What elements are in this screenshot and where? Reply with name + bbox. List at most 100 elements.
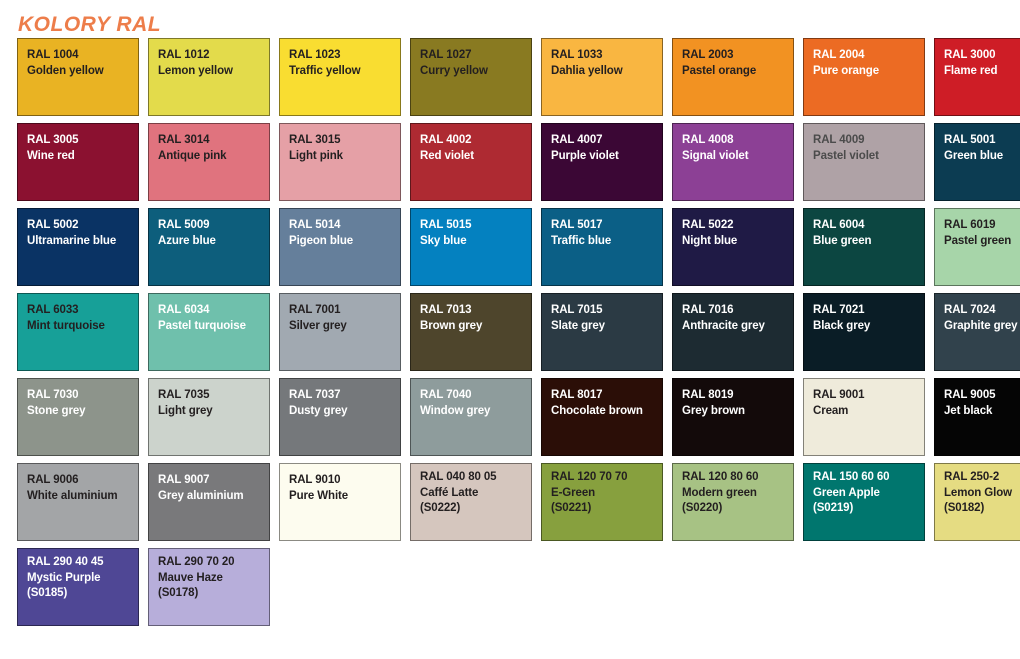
swatch-code: RAL 1012	[158, 49, 210, 61]
color-swatch[interactable]: RAL 6004 Blue green	[803, 208, 925, 286]
swatch-name: Blue green	[813, 234, 872, 247]
swatch-code: RAL 1033	[551, 49, 603, 61]
color-swatch[interactable]: RAL 7024 Graphite grey	[934, 293, 1020, 371]
color-swatch[interactable]: RAL 9006 White aluminium	[17, 463, 139, 541]
swatch-code: RAL 150 60 60	[813, 471, 890, 483]
color-swatch[interactable]: RAL 290 40 45 Mystic Purple (S0185)	[17, 548, 139, 626]
swatch-name: White aluminium	[27, 489, 118, 502]
color-swatch[interactable]: RAL 7040 Window grey	[410, 378, 532, 456]
swatch-name: Pure White	[289, 489, 349, 502]
color-swatch[interactable]: RAL 5015 Sky blue	[410, 208, 532, 286]
color-swatch[interactable]: RAL 290 70 20 Mauve Haze (S0178)	[148, 548, 270, 626]
swatch-code: RAL 4009	[813, 134, 865, 146]
swatch-code: RAL 9010	[289, 474, 341, 486]
color-swatch[interactable]: RAL 1033 Dahlia yellow	[541, 38, 663, 116]
color-swatch[interactable]: RAL 7037 Dusty grey	[279, 378, 401, 456]
swatch-code: RAL 290 70 20	[158, 556, 235, 568]
color-swatch[interactable]: RAL 2004 Pure orange	[803, 38, 925, 116]
color-swatch[interactable]: RAL 5001 Green blue	[934, 123, 1020, 201]
swatch-name: Ultramarine blue	[27, 234, 117, 247]
swatch-name: Flame red	[944, 64, 998, 77]
swatch-code: RAL 7021	[813, 304, 865, 316]
color-swatch[interactable]: RAL 7021 Black grey	[803, 293, 925, 371]
swatch-code: RAL 1027	[420, 49, 472, 61]
swatch-code: RAL 7013	[420, 304, 472, 316]
color-swatch[interactable]: RAL 4002 Red violet	[410, 123, 532, 201]
swatch-code: RAL 7037	[289, 389, 341, 401]
color-swatch[interactable]: RAL 3000 Flame red	[934, 38, 1020, 116]
swatch-name: Black grey	[813, 319, 871, 332]
page-title: KOLORY RAL	[18, 13, 162, 36]
swatch-code: RAL 8019	[682, 389, 734, 401]
swatch-code: RAL 7024	[944, 304, 996, 316]
swatch-name: E-Green	[551, 486, 596, 499]
color-swatch[interactable]: RAL 5022 Night blue	[672, 208, 794, 286]
swatch-code: RAL 7030	[27, 389, 79, 401]
color-swatch[interactable]: RAL 040 80 05 Caffé Latte (S0222)	[410, 463, 532, 541]
swatch-name: Light grey	[158, 404, 213, 417]
swatch-code: RAL 9007	[158, 474, 210, 486]
color-swatch[interactable]: RAL 4008 Signal violet	[672, 123, 794, 201]
color-swatch[interactable]: RAL 1023 Traffic yellow	[279, 38, 401, 116]
color-swatch[interactable]: RAL 8017 Chocolate brown	[541, 378, 663, 456]
swatch-name: Dahlia yellow	[551, 64, 623, 77]
color-swatch[interactable]: RAL 2003 Pastel orange	[672, 38, 794, 116]
color-swatch[interactable]: RAL 7030 Stone grey	[17, 378, 139, 456]
color-swatch[interactable]: RAL 6019 Pastel green	[934, 208, 1020, 286]
color-swatch[interactable]: RAL 4007 Purple violet	[541, 123, 663, 201]
swatch-name: Pastel green	[944, 234, 1012, 247]
swatch-name: Pastel orange	[682, 64, 757, 77]
color-swatch[interactable]: RAL 150 60 60 Green Apple (S0219)	[803, 463, 925, 541]
color-swatch[interactable]: RAL 5017 Traffic blue	[541, 208, 663, 286]
color-swatch[interactable]: RAL 1012 Lemon yellow	[148, 38, 270, 116]
color-swatch[interactable]: RAL 3014 Antique pink	[148, 123, 270, 201]
swatch-name: Mint turquoise	[27, 319, 105, 332]
swatch-code: RAL 1004	[27, 49, 79, 61]
color-swatch[interactable]: RAL 8019 Grey brown	[672, 378, 794, 456]
color-swatch[interactable]: RAL 7035 Light grey	[148, 378, 270, 456]
swatch-name: Caffé Latte	[420, 486, 479, 499]
color-swatch[interactable]: RAL 3015 Light pink	[279, 123, 401, 201]
swatch-code: RAL 3000	[944, 49, 996, 61]
color-swatch[interactable]: RAL 7016 Anthracite grey	[672, 293, 794, 371]
color-swatch[interactable]: RAL 7001 Silver grey	[279, 293, 401, 371]
swatch-code: RAL 5014	[289, 219, 341, 231]
swatch-name: Dusty grey	[289, 404, 348, 417]
color-swatch[interactable]: RAL 9001 Cream	[803, 378, 925, 456]
swatch-name: Grey brown	[682, 404, 745, 417]
color-swatch[interactable]: RAL 5009 Azure blue	[148, 208, 270, 286]
color-swatch[interactable]: RAL 6034 Pastel turquoise	[148, 293, 270, 371]
swatch-name: Slate grey	[551, 319, 605, 332]
color-swatch[interactable]: RAL 7015 Slate grey	[541, 293, 663, 371]
swatch-name: Signal violet	[682, 149, 749, 162]
color-swatch[interactable]: RAL 4009 Pastel violet	[803, 123, 925, 201]
swatch-code: RAL 7035	[158, 389, 210, 401]
swatch-code: RAL 7040	[420, 389, 472, 401]
swatch-code: RAL 3014	[158, 134, 210, 146]
swatch-name: Pure orange	[813, 64, 880, 77]
color-swatch[interactable]: RAL 3005 Wine red	[17, 123, 139, 201]
color-swatch[interactable]: RAL 250-2 Lemon Glow (S0182)	[934, 463, 1020, 541]
swatch-code: RAL 290 40 45	[27, 556, 104, 568]
color-swatch[interactable]: RAL 5002 Ultramarine blue	[17, 208, 139, 286]
color-swatch[interactable]: RAL 1004 Golden yellow	[17, 38, 139, 116]
color-swatch[interactable]: RAL 120 70 70 E-Green (S0221)	[541, 463, 663, 541]
swatch-code: RAL 6019	[944, 219, 996, 231]
color-swatch[interactable]: RAL 9005 Jet black	[934, 378, 1020, 456]
color-swatch[interactable]: RAL 9010 Pure White	[279, 463, 401, 541]
color-swatch[interactable]: RAL 6033 Mint turquoise	[17, 293, 139, 371]
color-swatch[interactable]: RAL 9007 Grey aluminium	[148, 463, 270, 541]
swatch-name: Silver grey	[289, 319, 347, 332]
color-swatch[interactable]: RAL 1027 Curry yellow	[410, 38, 532, 116]
swatch-name: Window grey	[420, 404, 491, 417]
swatch-name: Grey aluminium	[158, 489, 244, 502]
swatch-code: RAL 120 80 60	[682, 471, 759, 483]
swatch-code: RAL 2003	[682, 49, 734, 61]
swatch-name: Antique pink	[158, 149, 227, 162]
color-swatch[interactable]: RAL 5014 Pigeon blue	[279, 208, 401, 286]
swatch-note: (S0182)	[944, 502, 985, 514]
swatch-name: Chocolate brown	[551, 404, 643, 417]
color-swatch[interactable]: RAL 120 80 60 Modern green (S0220)	[672, 463, 794, 541]
color-swatch[interactable]: RAL 7013 Brown grey	[410, 293, 532, 371]
swatch-code: RAL 9006	[27, 474, 79, 486]
